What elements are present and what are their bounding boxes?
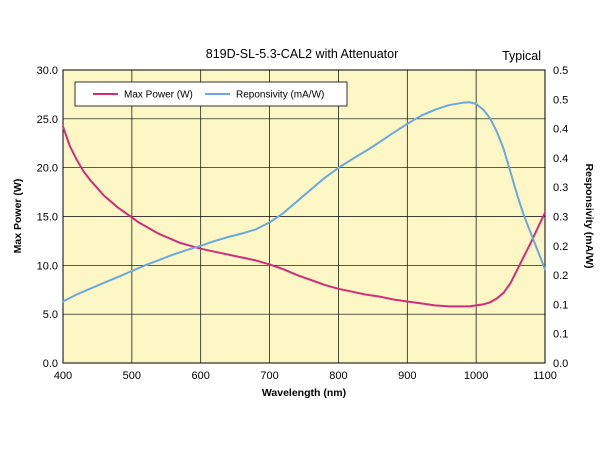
series-layer xyxy=(62,101,546,308)
y-tick-label-left: 25.0 xyxy=(37,114,58,126)
legend-box xyxy=(74,81,348,107)
x-tick-label: 400 xyxy=(54,370,72,382)
y-tick-label-right: 0.5 xyxy=(553,94,568,106)
x-tick-label: 1000 xyxy=(464,370,488,382)
y-tick-label-right: 0.1 xyxy=(553,329,568,341)
y-tick-label-right: 0.5 xyxy=(553,65,568,77)
x-tick-label: 900 xyxy=(398,370,416,382)
y-tick-label-right: 0.4 xyxy=(553,153,568,165)
ticks-layer: 400 500 600 700 800 900 1000 11000.05.010.015.0… xyxy=(37,65,569,382)
y-tick-label-left: 10.0 xyxy=(37,260,58,272)
legend: Max Power (W) Reponsivity (mA/W) xyxy=(74,81,348,107)
legend-label-max-power: Max Power (W) xyxy=(124,90,193,101)
chart-subtitle: Typical xyxy=(502,49,541,63)
x-tick-label: 800 xyxy=(329,370,347,382)
y-axis-right-label: Responsivity (mA/W) xyxy=(583,163,595,268)
x-tick-label: 700 xyxy=(260,370,278,382)
y-tick-label-right: 0.2 xyxy=(553,241,568,253)
x-tick-label: 600 xyxy=(192,370,210,382)
series-line-max-power xyxy=(62,125,546,308)
y-tick-label-left: 5.0 xyxy=(43,309,58,321)
y-axis-left-label: Max Power (W) xyxy=(12,179,24,254)
x-axis-label: Wavelength (nm) xyxy=(262,387,346,399)
y-tick-label-right: 0.2 xyxy=(553,270,568,282)
y-tick-label-left: 0.0 xyxy=(43,358,58,370)
plot-border xyxy=(62,69,546,364)
y-tick-label-right: 0.1 xyxy=(553,299,568,311)
series-line-responsivity xyxy=(62,101,546,303)
y-tick-label-left: 20.0 xyxy=(37,163,58,175)
chart-title: 819D-SL-5.3-CAL2 with Attenuator xyxy=(206,47,398,61)
y-tick-label-right: 0.3 xyxy=(553,182,568,194)
y-tick-label-left: 30.0 xyxy=(37,65,58,77)
y-tick-label-right: 0.3 xyxy=(553,212,568,224)
y-tick-label-right: 0.0 xyxy=(553,358,568,370)
y-tick-label-left: 15.0 xyxy=(37,212,58,224)
y-tick-label-right: 0.4 xyxy=(553,124,568,136)
legend-label-responsivity: Reponsivity (mA/W) xyxy=(236,90,324,101)
x-tick-label: 500 xyxy=(123,370,141,382)
x-tick-label: 1100 xyxy=(533,370,557,382)
